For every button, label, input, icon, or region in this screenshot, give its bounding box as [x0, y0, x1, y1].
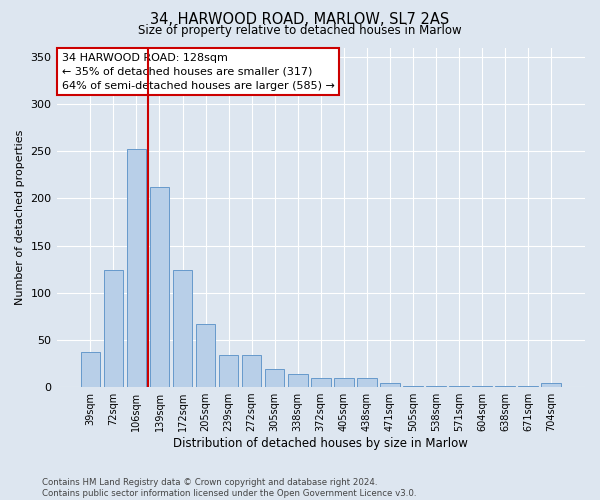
- Bar: [380, 384, 400, 387]
- Bar: [196, 324, 215, 387]
- Bar: [357, 378, 377, 387]
- Bar: [149, 187, 169, 387]
- Bar: [449, 386, 469, 387]
- X-axis label: Distribution of detached houses by size in Marlow: Distribution of detached houses by size …: [173, 437, 468, 450]
- Bar: [173, 270, 193, 387]
- Text: Size of property relative to detached houses in Marlow: Size of property relative to detached ho…: [138, 24, 462, 37]
- Bar: [219, 355, 238, 387]
- Y-axis label: Number of detached properties: Number of detached properties: [15, 130, 25, 305]
- Bar: [541, 384, 561, 387]
- Text: Contains HM Land Registry data © Crown copyright and database right 2024.
Contai: Contains HM Land Registry data © Crown c…: [42, 478, 416, 498]
- Bar: [80, 352, 100, 387]
- Bar: [242, 355, 262, 387]
- Text: 34 HARWOOD ROAD: 128sqm
← 35% of detached houses are smaller (317)
64% of semi-d: 34 HARWOOD ROAD: 128sqm ← 35% of detache…: [62, 52, 335, 90]
- Bar: [472, 386, 492, 387]
- Bar: [334, 378, 353, 387]
- Bar: [104, 270, 123, 387]
- Bar: [426, 386, 446, 387]
- Bar: [127, 150, 146, 387]
- Bar: [403, 386, 423, 387]
- Text: 34, HARWOOD ROAD, MARLOW, SL7 2AS: 34, HARWOOD ROAD, MARLOW, SL7 2AS: [151, 12, 449, 28]
- Bar: [496, 386, 515, 387]
- Bar: [265, 369, 284, 387]
- Bar: [311, 378, 331, 387]
- Bar: [288, 374, 308, 387]
- Bar: [518, 386, 538, 387]
